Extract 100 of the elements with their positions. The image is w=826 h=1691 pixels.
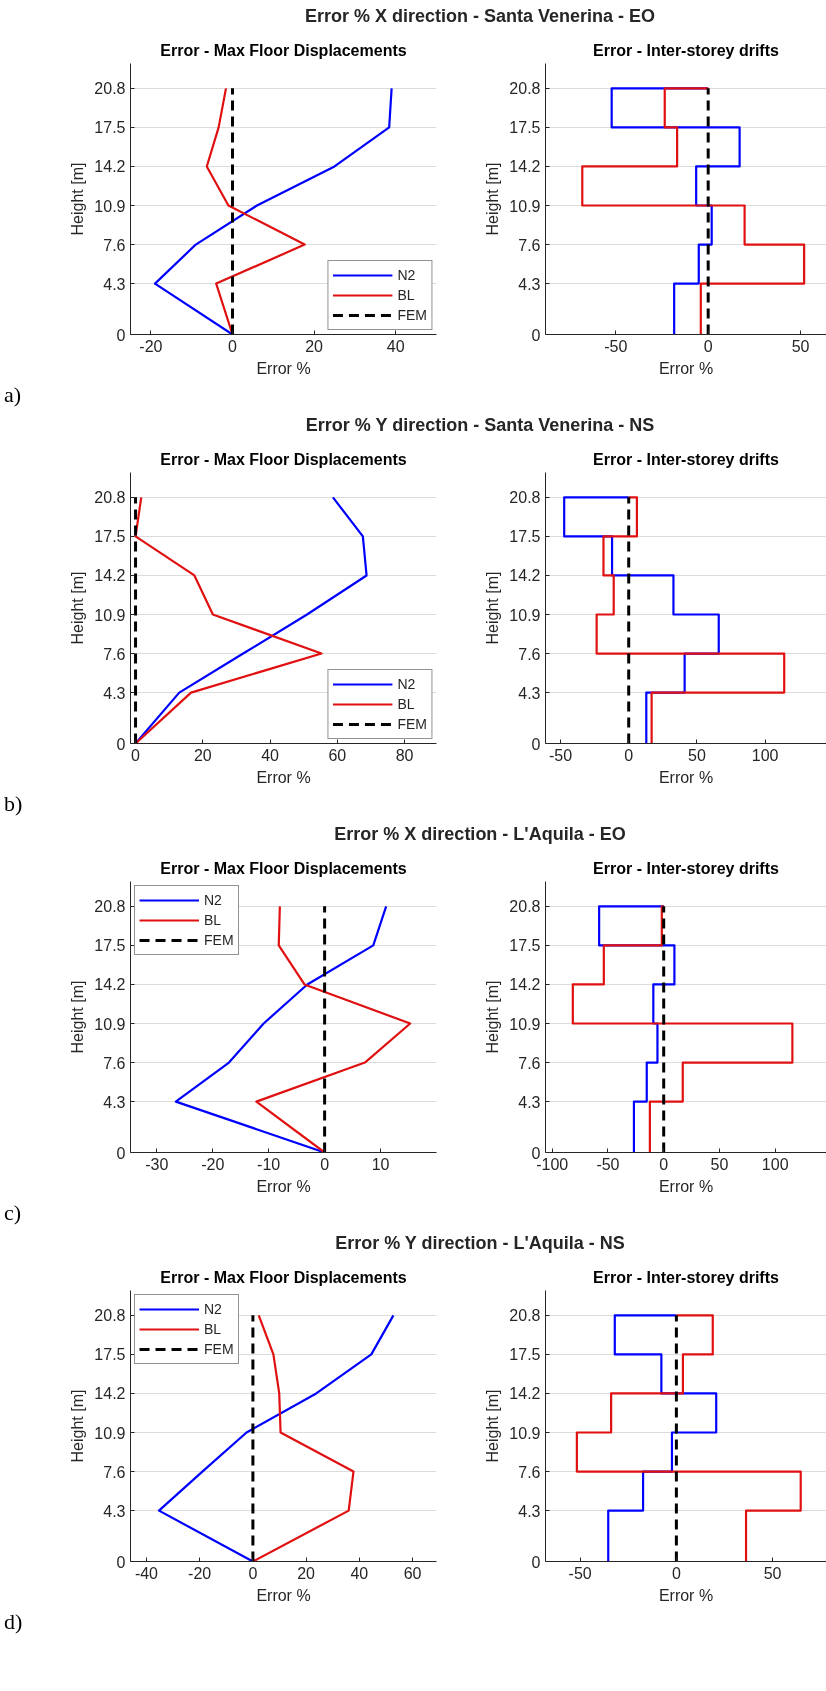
text: d): [4, 1608, 23, 1636]
y-tick-label: 14.2: [94, 976, 126, 994]
y-tick-label: 0: [116, 1553, 126, 1571]
y-tick-label: 0: [531, 1144, 541, 1162]
y-tick-label: 7.6: [518, 645, 541, 663]
y-tick-label: 0: [531, 326, 541, 344]
x-tick-label: 0: [131, 746, 141, 764]
y-tick-label: 20.8: [509, 1307, 541, 1325]
x-tick-label: -20: [201, 1155, 225, 1173]
x-tick-label: -20: [188, 1564, 212, 1582]
x-tick-label: 20: [297, 1564, 316, 1582]
legend-label: N2: [204, 1301, 223, 1317]
y-tick-label: 20.8: [509, 898, 541, 916]
x-tick-label: 0: [248, 1564, 258, 1582]
x-axis-title: Error %: [658, 359, 714, 377]
y-tick-label: 7.6: [103, 1054, 126, 1072]
y-axis-title: Height [m]: [69, 1389, 87, 1463]
y-tick-label: 17.5: [509, 937, 541, 955]
y-tick-label: 17.5: [94, 937, 126, 955]
y-tick-label: 10.9: [94, 606, 126, 624]
x-tick-label: 100: [761, 1155, 789, 1173]
x-axis-title: Error %: [256, 768, 311, 786]
y-tick-label: 4.3: [103, 684, 126, 702]
chart-title: Error - Max Floor Displacements: [160, 41, 407, 59]
x-tick-label: -10: [257, 1155, 281, 1173]
y-tick-label: 17.5: [509, 119, 541, 137]
y-tick-label: 17.5: [94, 119, 126, 137]
x-tick-label: 50: [763, 1564, 782, 1582]
chart-title: Error - Inter-storey drifts: [593, 859, 780, 877]
y-tick-label: 10.9: [94, 1015, 126, 1033]
y-tick-label: 17.5: [94, 1346, 126, 1364]
y-tick-label: 0: [116, 326, 126, 344]
x-tick-label: 50: [710, 1155, 729, 1173]
y-axis-title: Height [m]: [69, 980, 87, 1054]
y-tick-label: 4.3: [518, 1093, 541, 1111]
legend-label: BL: [204, 912, 223, 928]
text: Error % Y direction - Santa Venerina - NS: [305, 414, 655, 437]
chart-title: Error - Max Floor Displacements: [160, 450, 407, 468]
y-tick-label: 0: [116, 735, 126, 753]
y-tick-label: 4.3: [518, 275, 541, 293]
y-axis-title: Height [m]: [484, 571, 502, 645]
y-tick-label: 4.3: [103, 1093, 126, 1111]
y-tick-label: 7.6: [103, 645, 126, 663]
line-series: [157, 1314, 395, 1562]
line-series: [134, 496, 323, 744]
y-tick-label: 0: [531, 1553, 541, 1571]
y-tick-label: 14.2: [509, 158, 541, 176]
x-axis-title: Error %: [658, 768, 714, 786]
y-tick-label: 17.5: [509, 1346, 541, 1364]
x-tick-label: 0: [703, 337, 713, 355]
legend-label: FEM: [397, 307, 427, 323]
x-axis-title: Error %: [256, 1586, 311, 1604]
legend-label: BL: [204, 1321, 223, 1337]
y-tick-label: 14.2: [94, 158, 126, 176]
y-axis-title: Height [m]: [69, 571, 87, 645]
x-tick-label: 60: [328, 746, 347, 764]
x-tick-label: -50: [596, 1155, 620, 1173]
line-series: [153, 87, 393, 335]
chart-title: Error - Max Floor Displacements: [160, 859, 407, 877]
text: c): [4, 1199, 22, 1227]
legend-label: BL: [397, 696, 416, 712]
x-tick-label: -50: [548, 746, 573, 764]
x-tick-label: 80: [395, 746, 414, 764]
y-tick-label: 10.9: [509, 197, 541, 215]
x-tick-label: -20: [139, 337, 163, 355]
text: Error % X direction - L'Aquila - EO: [334, 823, 626, 846]
y-tick-label: 4.3: [103, 275, 126, 293]
y-tick-label: 20.8: [509, 489, 541, 507]
y-tick-label: 10.9: [509, 606, 541, 624]
legend-label: N2: [204, 892, 223, 908]
x-tick-label: 60: [403, 1564, 422, 1582]
y-tick-label: 7.6: [518, 236, 541, 254]
x-tick-label: 20: [193, 746, 212, 764]
x-axis-title: Error %: [658, 1586, 714, 1604]
text: Error % Y direction - L'Aquila - NS: [335, 1232, 625, 1255]
y-tick-label: 20.8: [94, 898, 126, 916]
x-tick-label: 0: [624, 746, 634, 764]
x-tick-label: 0: [320, 1155, 330, 1173]
x-tick-label: 50: [791, 337, 810, 355]
x-tick-label: 10: [371, 1155, 390, 1173]
y-tick-label: 7.6: [103, 236, 126, 254]
y-tick-label: 20.8: [509, 80, 541, 98]
y-tick-label: 7.6: [518, 1463, 541, 1481]
legend-label: N2: [397, 267, 417, 283]
legend-label: FEM: [204, 1341, 234, 1357]
x-axis-title: Error %: [256, 359, 311, 377]
y-tick-label: 4.3: [103, 1502, 126, 1520]
y-axis-title: Height [m]: [484, 980, 502, 1054]
y-axis-title: Height [m]: [484, 162, 502, 236]
legend-label: FEM: [397, 716, 427, 732]
line-series: [255, 905, 412, 1153]
y-axis-title: Height [m]: [69, 162, 87, 236]
y-tick-label: 20.8: [94, 80, 126, 98]
y-tick-label: 0: [116, 1144, 126, 1162]
y-tick-label: 7.6: [103, 1463, 126, 1481]
y-tick-label: 14.2: [94, 1385, 126, 1403]
chart-title: Error - Inter-storey drifts: [593, 450, 780, 468]
x-tick-label: 40: [350, 1564, 369, 1582]
x-tick-label: 40: [261, 746, 280, 764]
y-tick-label: 7.6: [518, 1054, 541, 1072]
